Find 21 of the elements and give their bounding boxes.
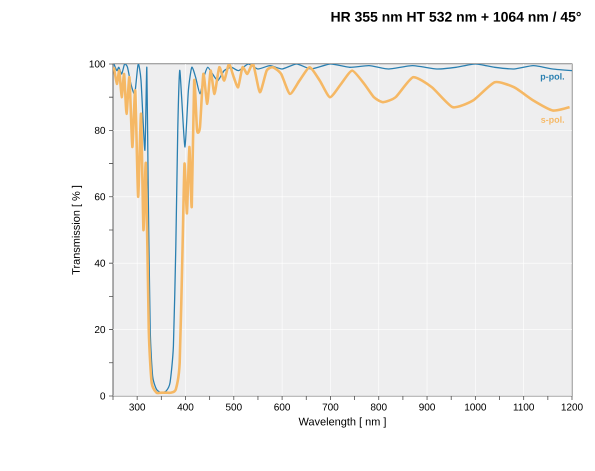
series-label: s-pol. — [541, 116, 564, 125]
x-tick-label: 800 — [370, 404, 387, 411]
x-tick-label: 500 — [226, 404, 242, 411]
x-tick-label: 700 — [322, 404, 338, 411]
x-tick-label: 600 — [274, 404, 290, 411]
y-tick-label: 60 — [94, 193, 106, 200]
x-tick-label: 300 — [129, 404, 146, 411]
x-tick-label: 900 — [419, 404, 435, 411]
x-tick-label: 400 — [177, 404, 194, 411]
series-label: p-pol. — [540, 73, 564, 82]
x-axis-title: Wavelength [ nm ] — [298, 417, 386, 428]
y-tick-label: 80 — [94, 126, 106, 134]
x-tick-label: 1200 — [562, 404, 583, 411]
y-tick-label: 100 — [90, 60, 106, 68]
chart-title: HR 355 nm HT 532 nm + 1064 nm / 45° — [331, 12, 581, 22]
y-tick-label: 40 — [94, 260, 106, 267]
x-tick-label: 1100 — [514, 404, 534, 411]
y-axis-title: Transmission [ % ] — [72, 186, 82, 275]
y-tick-label: 20 — [94, 326, 106, 334]
x-tick-label: 1000 — [465, 404, 486, 411]
y-tick-label: 0 — [100, 392, 106, 400]
